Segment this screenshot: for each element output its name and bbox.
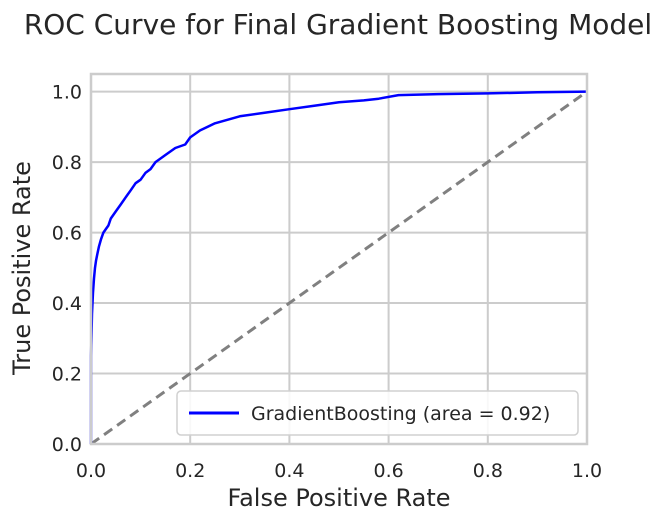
y-tick-label: 0.0 (52, 434, 82, 456)
x-tick-label: 0.2 (175, 460, 205, 482)
plot-frame (89, 72, 589, 446)
y-tick-label: 0.6 (52, 223, 82, 245)
chance-diagonal-line (90, 90, 588, 446)
x-tick-label: 0.8 (473, 460, 503, 482)
legend-label: GradientBoosting (area = 0.92) (251, 403, 550, 425)
x-tick-label: 1.0 (572, 460, 602, 482)
legend: GradientBoosting (area = 0.92) (176, 390, 579, 436)
chart-title: ROC Curve for Final Gradient Boosting Mo… (24, 8, 652, 41)
x-axis-label: False Positive Rate (227, 484, 450, 512)
y-tick-label: 0.2 (52, 364, 82, 386)
x-tick-label: 0.6 (373, 460, 403, 482)
x-tick-label: 0.4 (274, 460, 304, 482)
x-tick-label: 0.0 (76, 460, 106, 482)
legend-box (176, 390, 579, 436)
y-tick-label: 0.8 (52, 152, 82, 174)
y-axis-label: True Positive Rate (8, 161, 36, 376)
roc-curve-line (89, 90, 588, 444)
tick-labels: 0.0 0.2 0.4 0.6 0.8 1.0 0.0 0.2 0.4 0.6 0.8 1.0 (52, 82, 602, 482)
series-layer (89, 90, 588, 446)
grid-lines (90, 74, 588, 445)
y-tick-label: 1.0 (52, 82, 82, 104)
y-tick-label: 0.4 (52, 293, 82, 315)
